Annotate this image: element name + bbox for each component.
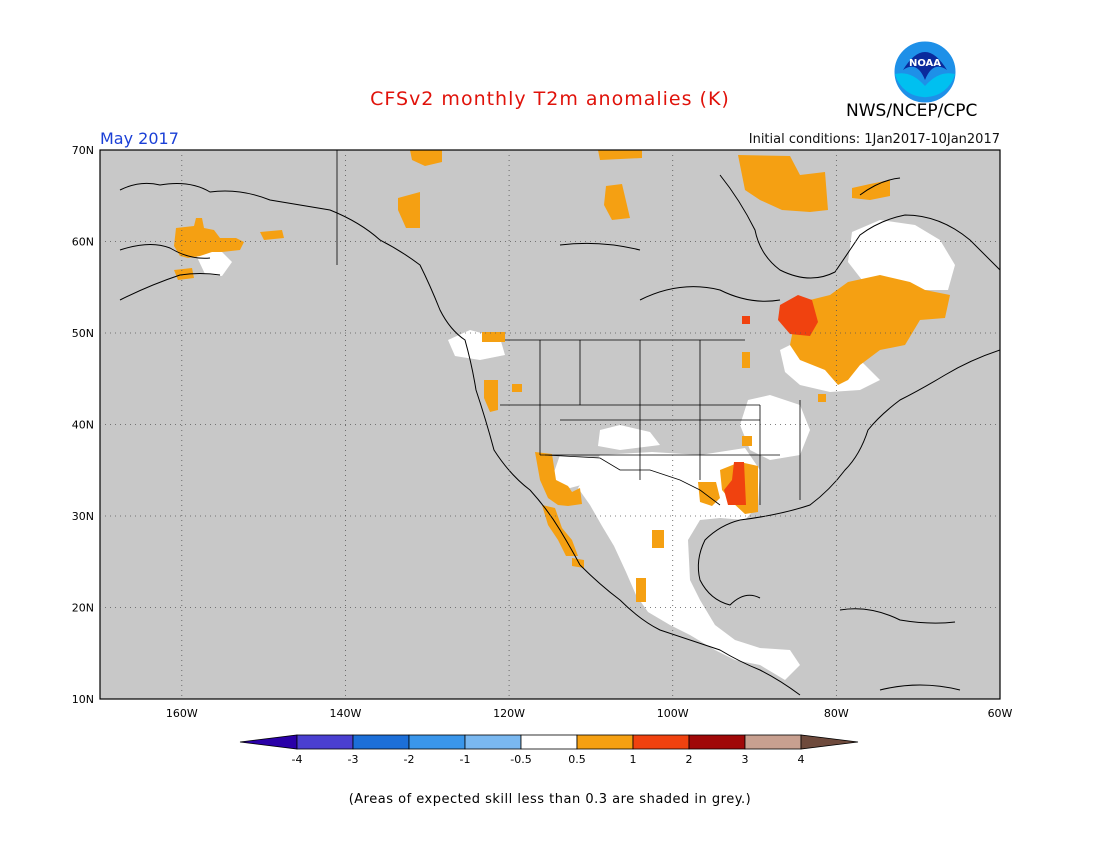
colorbar-arrow-high <box>800 734 859 750</box>
graticule <box>100 150 1000 699</box>
lon-tick-label: 140W <box>330 707 362 720</box>
colorbar-tick-label: 3 <box>742 753 749 766</box>
lat-tick-label: 20N <box>72 602 94 615</box>
agency-label: NWS/NCEP/CPC <box>846 101 978 121</box>
chart-title: CFSv2 monthly T2m anomalies (K) <box>370 88 730 110</box>
colorbar-tick-label: 0.5 <box>568 753 586 766</box>
colorbar-tick-label: -1 <box>460 753 471 766</box>
coastlines <box>119 174 1000 696</box>
colorbar-arrow-low <box>239 734 298 750</box>
lat-tick-label: 50N <box>72 327 94 340</box>
initial-conditions: Initial conditions: 1Jan2017-10Jan2017 <box>748 132 1000 147</box>
colorbar-tick-label: 2 <box>686 753 693 766</box>
lon-tick-label: 100W <box>657 707 689 720</box>
colorbar-segment <box>688 734 746 750</box>
noaa-logo-icon: NOAA <box>893 40 957 104</box>
logo-text: NOAA <box>909 58 941 69</box>
colorbar-segment <box>744 734 802 750</box>
colorbar-tick-label: 4 <box>798 753 805 766</box>
anomaly-1-to-2 <box>724 295 818 505</box>
lon-tick-label: 160W <box>166 707 198 720</box>
lat-tick-label: 40N <box>72 419 94 432</box>
colorbar-segment <box>576 734 634 750</box>
axis-labels: 10N 20N 30N 40N 50N 60N 70N 160W 140W 120W 100W 80W… <box>72 144 1013 720</box>
lat-tick-label: 10N <box>72 693 94 706</box>
political-borders <box>336 150 801 506</box>
colorbar-tick-label: -3 <box>348 753 359 766</box>
colorbar: -4 -3 -2 -1 -0.5 0.5 1 2 3 4 <box>239 734 859 766</box>
colorbar-segment <box>632 734 690 750</box>
lat-tick-label: 30N <box>72 510 94 523</box>
forecast-month: May 2017 <box>100 129 179 148</box>
colorbar-tick-label: -0.5 <box>510 753 531 766</box>
colorbar-tick-label: 1 <box>630 753 637 766</box>
colorbar-segment <box>520 734 578 750</box>
colorbar-segment <box>352 734 410 750</box>
colorbar-segment <box>408 734 466 750</box>
colorbar-tick-label: -2 <box>404 753 415 766</box>
lon-tick-label: 80W <box>824 707 849 720</box>
anomaly-0-5-to-1 <box>174 150 950 602</box>
skill-footnote: (Areas of expected skill less than 0.3 a… <box>348 792 752 807</box>
lat-tick-label: 60N <box>72 236 94 249</box>
lon-tick-label: 60W <box>988 707 1013 720</box>
colorbar-tick-label: -4 <box>292 753 303 766</box>
lon-tick-label: 120W <box>493 707 525 720</box>
lat-tick-label: 70N <box>72 144 94 157</box>
colorbar-segment <box>464 734 522 750</box>
colorbar-segment <box>296 734 354 750</box>
